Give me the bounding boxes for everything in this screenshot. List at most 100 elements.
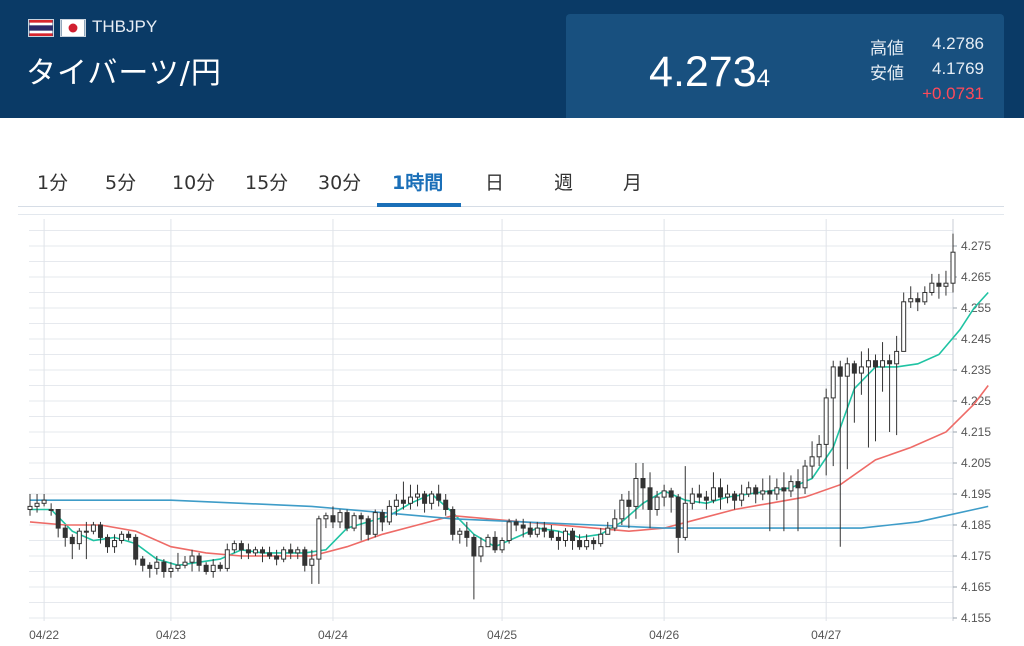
candle-down xyxy=(203,564,209,572)
candle-up xyxy=(48,509,54,511)
candle-up xyxy=(816,443,822,458)
tab-15min[interactable]: 15分 xyxy=(245,172,289,194)
candle-up xyxy=(725,493,731,498)
candle-down xyxy=(915,298,921,303)
candle-up xyxy=(372,512,378,535)
currency-flags xyxy=(28,19,86,37)
candle-up xyxy=(584,540,590,548)
tab-10min[interactable]: 10分 xyxy=(172,172,216,194)
candle-down xyxy=(55,509,61,529)
candle-up xyxy=(943,282,949,287)
high-label: 高値 xyxy=(870,39,904,59)
candle-up xyxy=(774,487,780,495)
candle-down xyxy=(527,527,533,535)
quote-header: THBJPY タイバーツ/円 4.2734 高値 4.2786 安値 4.176… xyxy=(0,0,1024,118)
candle-down xyxy=(330,515,336,523)
current-price: 4.2734 xyxy=(649,48,770,97)
tab-month[interactable]: 月 xyxy=(623,172,643,194)
candle-down xyxy=(69,536,75,545)
candle-down xyxy=(443,499,449,511)
x-tick-label: 04/22 xyxy=(29,628,59,642)
tab-week[interactable]: 週 xyxy=(554,172,574,194)
candle-up xyxy=(908,298,914,303)
candle-down xyxy=(647,487,653,510)
y-tick-label: 4.185 xyxy=(961,518,991,532)
candle-down xyxy=(450,509,456,535)
candle-down xyxy=(541,527,547,532)
candle-down xyxy=(267,552,273,557)
candle-up xyxy=(83,530,89,533)
candle-down xyxy=(767,490,773,495)
candle-up xyxy=(90,524,96,532)
tab-1hour[interactable]: 1時間 xyxy=(392,172,444,194)
candle-up xyxy=(619,499,625,520)
candle-up xyxy=(210,564,216,572)
candle-up xyxy=(189,555,195,563)
candle-up xyxy=(154,561,160,569)
x-tick-label: 04/26 xyxy=(649,628,679,642)
candle-down xyxy=(379,512,385,523)
candle-down xyxy=(887,360,893,365)
candle-down xyxy=(492,536,498,551)
candle-up xyxy=(76,530,82,545)
candle-up xyxy=(534,527,540,535)
candle-down xyxy=(288,549,294,554)
candle-down xyxy=(626,499,632,507)
candle-down xyxy=(668,490,674,498)
candle-down xyxy=(555,536,561,541)
candle-down xyxy=(717,487,723,498)
candle-down xyxy=(513,521,519,526)
tab-30min[interactable]: 30分 xyxy=(318,172,362,194)
candle-up xyxy=(901,301,907,352)
candle-up xyxy=(112,540,118,548)
candle-up xyxy=(386,505,392,523)
price-sub: 4 xyxy=(756,65,770,92)
candle-down xyxy=(62,527,68,538)
candle-up xyxy=(844,363,850,377)
candle-down xyxy=(936,282,942,287)
candle-up xyxy=(415,493,421,498)
candle-up xyxy=(880,360,886,368)
candle-up xyxy=(858,366,864,374)
tab-1min[interactable]: 1分 xyxy=(37,172,69,194)
candle-down xyxy=(196,555,202,566)
candle-up xyxy=(485,536,491,548)
candle-up xyxy=(224,549,230,569)
candle-down xyxy=(570,530,576,542)
candle-down xyxy=(217,564,223,569)
candle-up xyxy=(231,543,237,551)
candle-up xyxy=(281,549,287,560)
japan-flag-icon xyxy=(60,19,86,37)
candle-up xyxy=(337,512,343,523)
high-value: 4.2786 xyxy=(932,34,984,53)
y-tick-label: 4.155 xyxy=(961,611,991,625)
candle-down xyxy=(105,536,111,548)
candle-up xyxy=(175,564,181,569)
x-tick-label: 04/23 xyxy=(156,628,186,642)
candle-down xyxy=(696,493,702,498)
quote-panel: 4.2734 高値 4.2786 安値 4.1769 +0.0731 xyxy=(566,14,1004,118)
candle-down xyxy=(471,536,477,557)
y-tick-label: 4.205 xyxy=(961,456,991,470)
candle-up xyxy=(182,561,188,566)
candle-down xyxy=(732,493,738,501)
candle-up xyxy=(393,499,399,507)
candle-down xyxy=(238,543,244,551)
price-change: +0.0731 xyxy=(922,84,984,103)
candle-down xyxy=(245,549,251,554)
candle-up xyxy=(295,549,301,554)
y-tick-label: 4.255 xyxy=(961,301,991,315)
candle-down xyxy=(436,493,442,501)
candlestick-chart[interactable]: 04/22 04/23 04/24 04/25 04/26 04/27 4.155 4.165… xyxy=(18,215,1004,645)
tab-5min[interactable]: 5分 xyxy=(105,172,137,194)
candle-up xyxy=(865,360,871,368)
candle-up xyxy=(27,505,33,510)
tab-day[interactable]: 日 xyxy=(485,172,505,194)
candle-up xyxy=(929,282,935,293)
candle-up xyxy=(478,546,484,557)
y-tick-label: 4.265 xyxy=(961,270,991,284)
candle-down xyxy=(753,487,759,495)
candle-up xyxy=(760,490,766,495)
candle-up xyxy=(710,487,716,501)
candle-up xyxy=(351,515,357,529)
